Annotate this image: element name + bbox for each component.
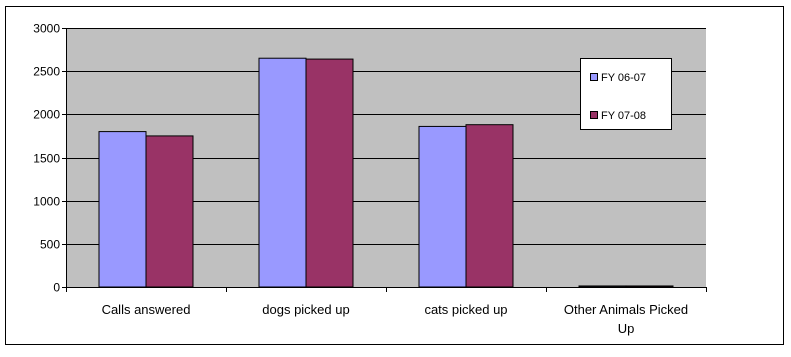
bar-fy-06-07-3	[578, 285, 627, 288]
x-tick-label-line: Calls answered	[102, 302, 191, 317]
legend-swatch	[590, 111, 598, 119]
y-tick-label: 2500	[33, 65, 60, 79]
bar-fy-06-07-2	[418, 125, 467, 288]
axes	[66, 28, 707, 292]
x-tick-label: cats picked up	[424, 302, 507, 317]
bar-fy-06-07-0	[98, 131, 147, 288]
legend-label: FY 07-08	[601, 110, 646, 122]
y-tick-label: 3000	[33, 22, 60, 36]
x-tick-label: Other Animals Picked Up	[564, 302, 688, 336]
bar-fy-06-07-1	[258, 57, 307, 288]
bars	[98, 57, 674, 288]
y-tick-label: 1500	[33, 152, 60, 166]
legend: FY 06-07 FY 07-08	[580, 58, 672, 130]
bar-fy-07-08-0	[145, 135, 194, 288]
x-tick-label: Calls answered	[102, 302, 191, 317]
y-tick-label: 1000	[33, 195, 60, 209]
legend-label: FY 06-07	[601, 72, 646, 84]
bar-fy-07-08-3	[625, 285, 674, 288]
y-tick-labels: 0 500 1000 1500 2000 2500 3000	[33, 22, 60, 295]
x-tick-label-line: Up	[618, 321, 635, 336]
bar-fy-07-08-1	[305, 58, 354, 288]
y-tick-label: 500	[40, 238, 60, 252]
x-tick-label-line: Other Animals Picked	[564, 302, 688, 317]
x-tick-label-line: cats picked up	[424, 302, 507, 317]
x-tick-label-line: dogs picked up	[262, 302, 349, 317]
y-tick-label: 0	[53, 281, 60, 295]
y-tick-label: 2000	[33, 108, 60, 122]
x-tick-label: dogs picked up	[262, 302, 349, 317]
bar-fy-07-08-2	[465, 124, 514, 288]
x-tick-labels: Calls answered dogs picked up cats picked …	[102, 302, 689, 336]
legend-swatch	[590, 73, 598, 81]
